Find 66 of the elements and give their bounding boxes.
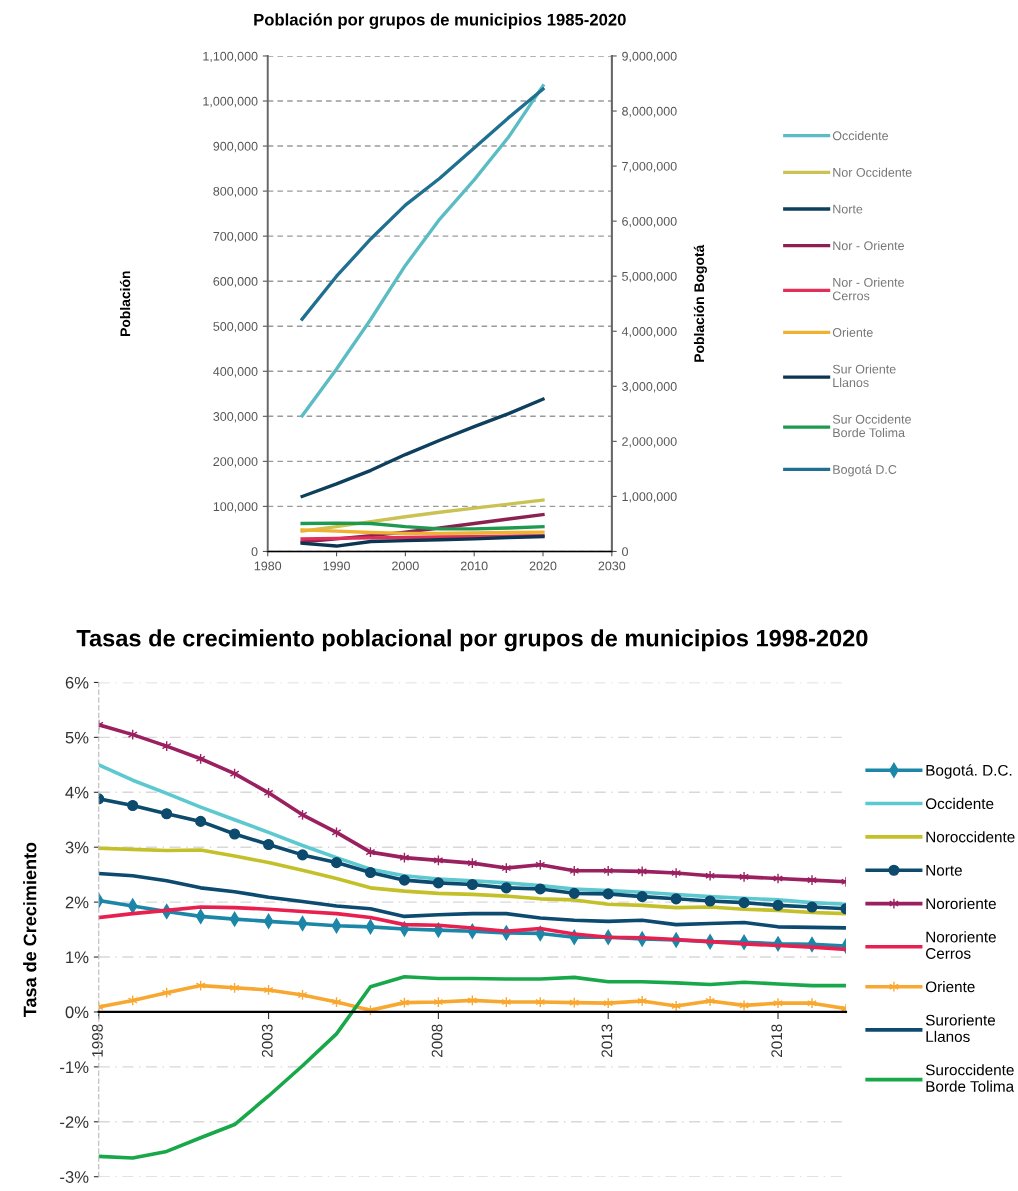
y2-tick-label: 1,000,000 xyxy=(622,492,677,503)
legend-label: Bogotá. D.C. xyxy=(926,764,1012,779)
y2-tick-label: 2,000,000 xyxy=(622,437,677,448)
y2-tick-label: 5,000,000 xyxy=(622,271,677,283)
y2-tick-label: 4,000,000 xyxy=(621,327,677,338)
y-tick-label: 6% xyxy=(65,676,89,689)
y-tick-label: 4% xyxy=(65,786,89,799)
chart-title: Población por grupos de municipios 1985-2020 xyxy=(254,13,626,29)
x-tick-label: 2030 xyxy=(598,561,626,571)
legend-label: Occidente xyxy=(925,797,994,810)
legend-label: Sur Occidente Borde Tolima xyxy=(832,414,911,438)
x-tick-label: 1990 xyxy=(323,561,350,571)
legend-label: Occidente xyxy=(832,131,889,141)
y2-tick-label: 8,000,000 xyxy=(622,106,677,118)
x-tick-label: 1998 xyxy=(92,1024,103,1057)
y-tick-label: 500,000 xyxy=(213,322,258,333)
legend-label: Norte xyxy=(926,865,962,876)
y2-tick-label: 9,000,000 xyxy=(622,51,677,63)
x-tick-label: 2008 xyxy=(431,1024,443,1057)
y-tick-label: 300,000 xyxy=(213,412,258,423)
legend-label: Noroccidente xyxy=(926,831,1015,843)
chart-title: Tasas de crecimiento poblacional por grupos de municipios 1998-2020 xyxy=(76,629,868,652)
legend-label: Nororiente xyxy=(926,897,996,910)
y2-tick-label: 7,000,000 xyxy=(622,161,677,173)
y-tick-label: 800,000 xyxy=(213,186,258,198)
legend-label: Oriente xyxy=(925,980,975,993)
legend-label: Nororiente Cerros xyxy=(926,931,996,959)
legend-label: Sur Oriente Llanos xyxy=(832,364,896,388)
legend-label: Suroriente Llanos xyxy=(925,1014,996,1043)
y-tick-label: 2% xyxy=(65,896,89,909)
legend-label: Oriente xyxy=(832,327,873,337)
y2-axis-title: Población Bogotá xyxy=(693,244,707,362)
y-tick-label: 700,000 xyxy=(213,231,258,243)
y-tick-label: 1,100,000 xyxy=(203,51,258,63)
y-tick-label: -3% xyxy=(60,1171,89,1183)
y-tick-label: 100,000 xyxy=(213,502,258,513)
x-tick-label: 2010 xyxy=(460,561,488,571)
x-tick-label: 2018 xyxy=(771,1024,783,1057)
y-tick-label: 0% xyxy=(65,1006,89,1019)
x-tick-label: 2020 xyxy=(529,561,557,571)
y-tick-label: -2% xyxy=(60,1116,89,1128)
legend-label: Norte xyxy=(833,204,863,214)
legend-label: Suroccidente Borde Tolima xyxy=(925,1064,1015,1092)
y-tick-label: -1% xyxy=(60,1061,89,1074)
y-tick-label: 1,000,000 xyxy=(203,96,258,108)
legend-label: Nor - Oriente Cerros xyxy=(832,277,904,301)
y-axis-title: Tasa de Crecimiento xyxy=(23,842,37,1017)
y-tick-label: 600,000 xyxy=(213,276,258,288)
x-tick-label: 2013 xyxy=(601,1024,613,1057)
y-tick-label: 3% xyxy=(65,841,89,854)
y-tick-label: 5% xyxy=(65,731,89,744)
x-tick-label: 1980 xyxy=(254,561,282,571)
legend-label: Bogotá D.C xyxy=(833,464,897,477)
y2-tick-label: 0 xyxy=(622,547,628,557)
legend-label: Nor Occidente xyxy=(833,167,912,177)
x-tick-label: 2003 xyxy=(261,1024,273,1057)
y2-tick-label: 3,000,000 xyxy=(622,382,677,393)
legend-label: Nor - Oriente xyxy=(833,240,904,251)
y2-tick-label: 6,000,000 xyxy=(622,216,677,228)
y-tick-label: 0 xyxy=(251,547,258,557)
y-tick-label: 900,000 xyxy=(213,141,258,153)
y-tick-label: 200,000 xyxy=(213,457,258,468)
y-tick-label: 1% xyxy=(66,951,89,964)
x-tick-label: 2000 xyxy=(392,561,419,571)
y-tick-label: 400,000 xyxy=(213,367,258,378)
y-axis-title: Población xyxy=(119,271,131,336)
